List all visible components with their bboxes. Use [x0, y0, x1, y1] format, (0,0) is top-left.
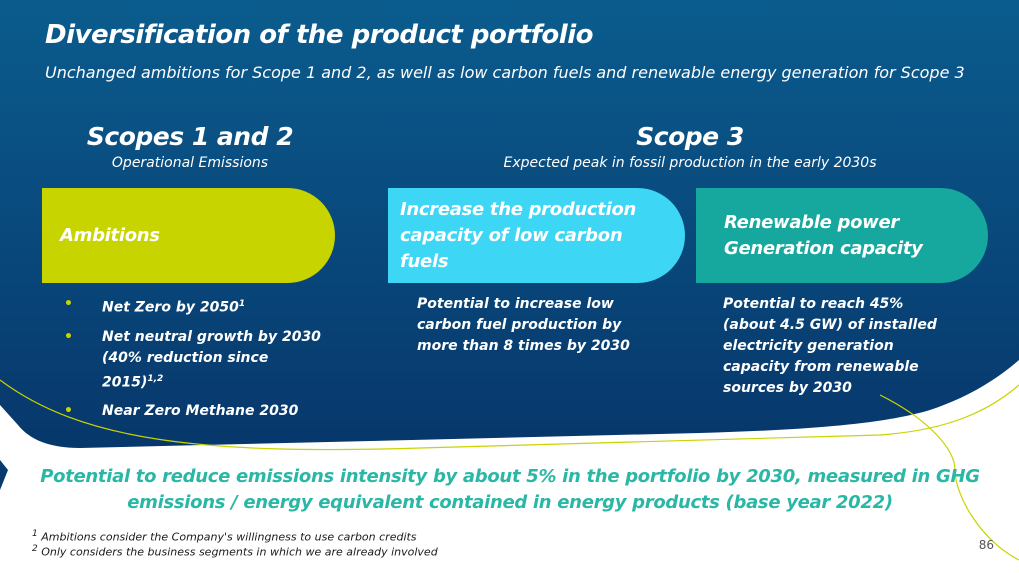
list-item: • Net Zero by 20501: [64, 296, 246, 316]
ambitions-label: Ambitions: [60, 224, 160, 246]
section-scope12: Scopes 1 and 2 Operational Emissions: [40, 122, 340, 172]
footnote-1: 1 Ambitions consider the Company's willi…: [32, 529, 417, 544]
bullet-icon: •: [64, 296, 73, 312]
section-scope12-subtitle: Operational Emissions: [111, 155, 269, 171]
list-item: • Near Zero Methane 2030: [64, 401, 324, 422]
section-scope12-title: Scopes 1 and 2: [86, 122, 294, 151]
renewable-description: Potential to reach 45% (about 4.5 GW) of…: [723, 296, 937, 396]
footnote-2: 2 Only considers the business segments i…: [32, 544, 438, 559]
bottom-message: Potential to reduce emissions intensity …: [40, 466, 980, 513]
ambitions-list: • Net Zero by 20501 • Net neutral growth…: [64, 294, 324, 430]
renewable-label: Renewable power Generation capacity: [724, 211, 923, 259]
bullet-icon: •: [64, 403, 73, 420]
list-item: • Net neutral growth by 2030 (40% reduct…: [64, 328, 321, 391]
page-subtitle: Unchanged ambitions for Scope 1 and 2, a…: [45, 63, 965, 82]
low-carbon-label: Increase the production capacity of low …: [400, 198, 637, 272]
page-number: 86: [978, 538, 994, 552]
section-scope3-title: Scope 3: [636, 122, 744, 151]
page-title: Diversification of the product portfolio: [45, 20, 593, 50]
decorative-swoosh: [879, 394, 1019, 561]
bullet-icon: •: [64, 328, 73, 345]
renewable-pill: Renewable power Generation capacity: [696, 188, 988, 283]
low-carbon-description: Potential to increase low carbon fuel pr…: [417, 296, 630, 354]
ambitions-pill: Ambitions: [42, 188, 335, 283]
section-scope3: Scope 3 Expected peak in fossil producti…: [440, 122, 940, 172]
section-scope3-subtitle: Expected peak in fossil production in th…: [503, 155, 877, 171]
low-carbon-pill: Increase the production capacity of low …: [388, 188, 685, 283]
